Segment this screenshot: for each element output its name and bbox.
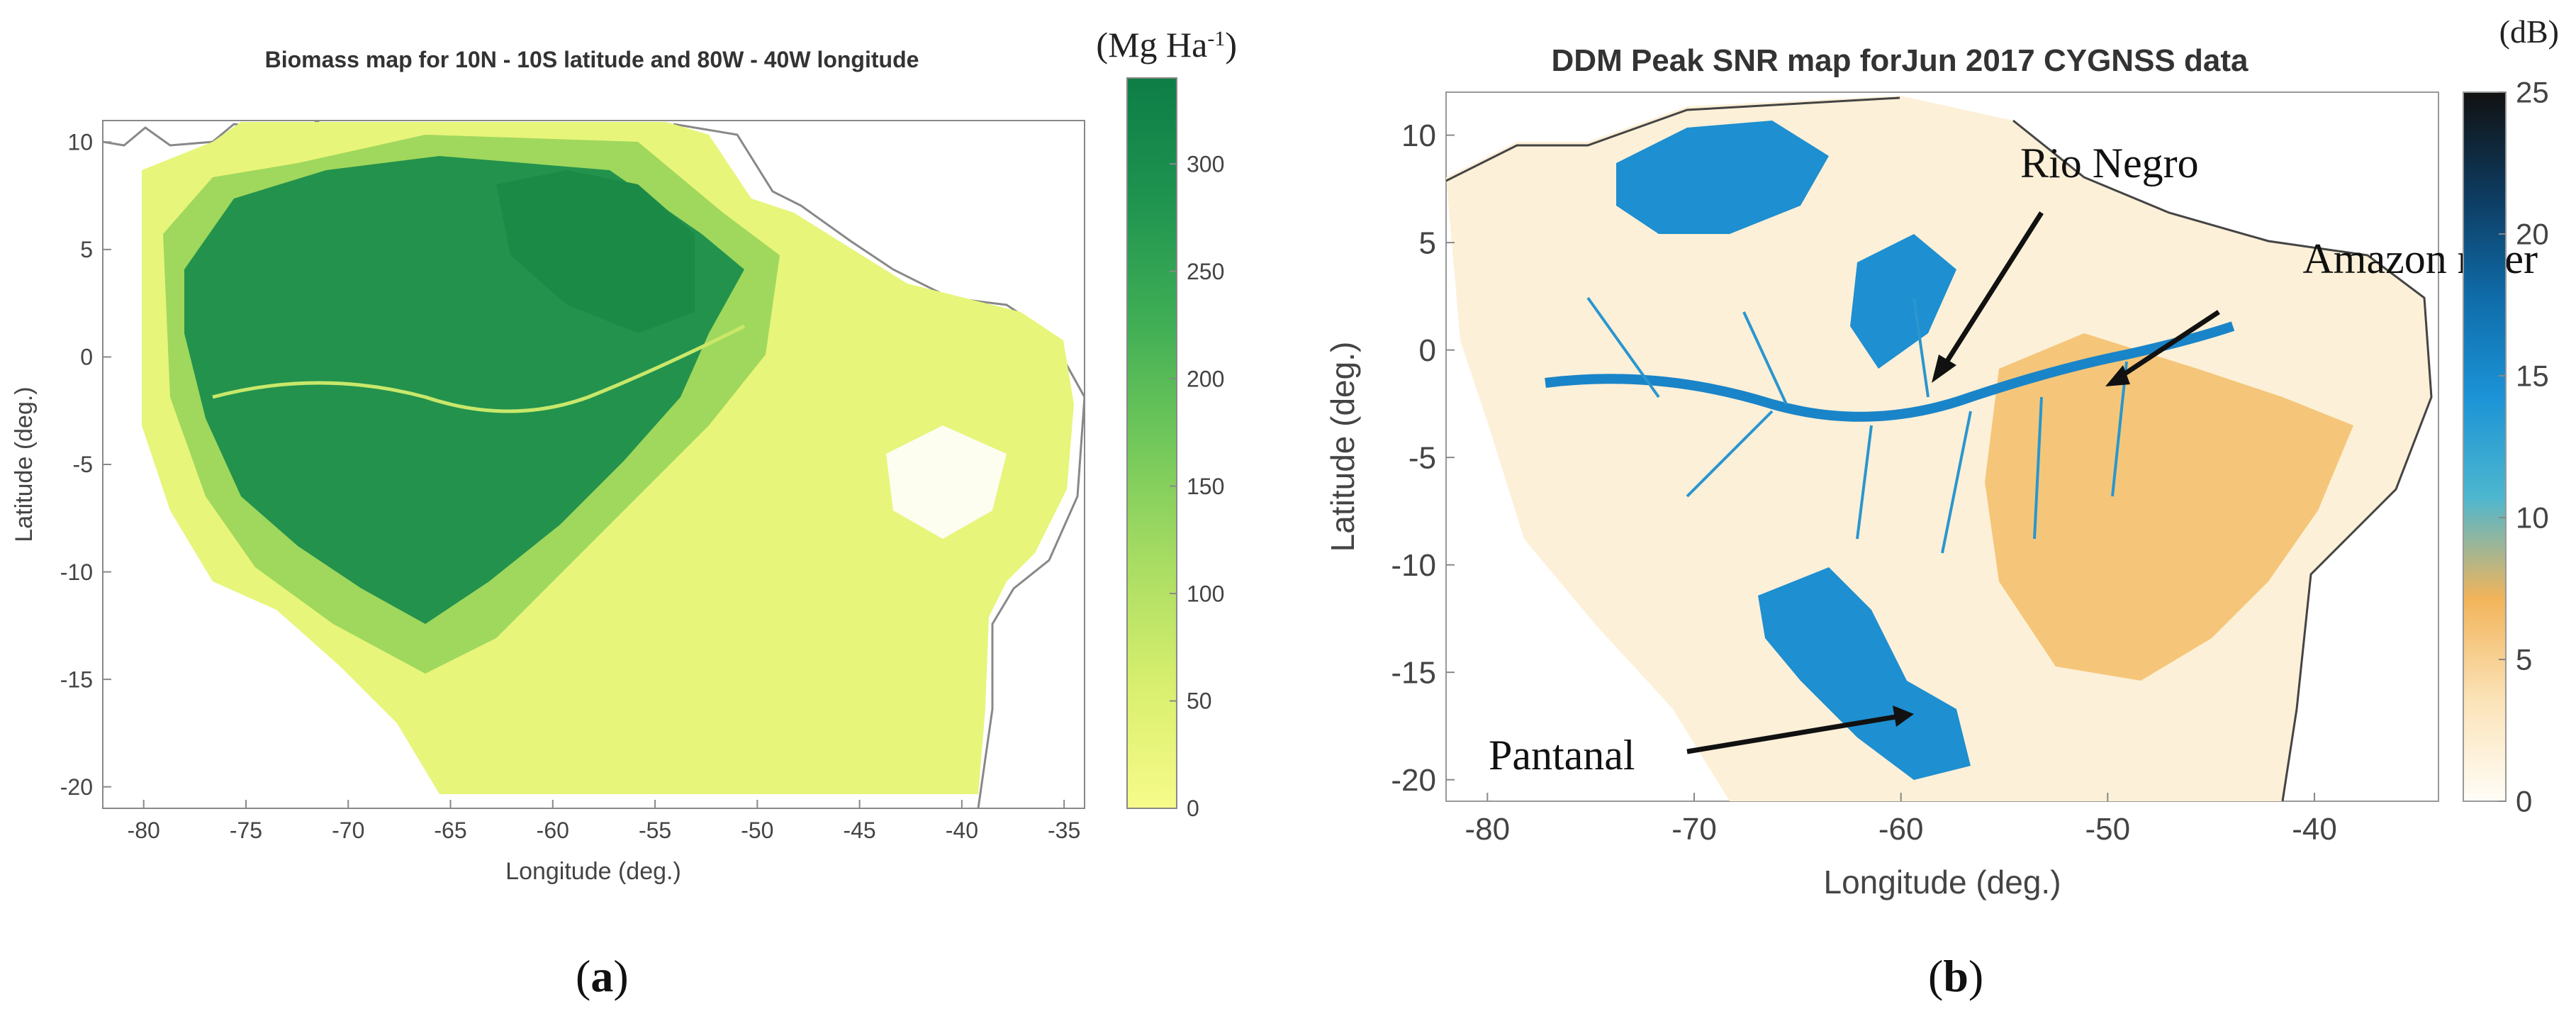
x-tick-label: -50 (2085, 812, 2131, 847)
pantanal-arrow (1686, 713, 1900, 754)
colorbar-unit-label: (dB) (2499, 13, 2559, 50)
x-tick-label: -40 (2292, 812, 2337, 847)
dry-region-orange (1985, 333, 2353, 681)
y-tick-label: -10 (1391, 548, 1436, 583)
y-tick-label: 10 (1401, 118, 1436, 153)
colorbar-tick-label: 100 (1187, 581, 1224, 606)
colorbar-tick-label: 250 (1187, 259, 1224, 284)
x-tick-label: -80 (1465, 812, 1511, 847)
rio-negro-wetland (1850, 234, 1956, 369)
tributaries (1586, 296, 2128, 554)
caption-b: (b) (1928, 951, 1984, 1001)
colorbar (2463, 91, 2507, 802)
panel-b: DDM Peak SNR map forJun 2017 CYGNSS data… (1290, 0, 2576, 1022)
y-tick-label: -15 (1391, 656, 1436, 691)
y-axis-ticks: 10 5 0 -5 -10 -15 -20 (1391, 118, 1455, 798)
panel-a: Biomass map for 10N - 10S latitude and 8… (0, 0, 1276, 1022)
snr-map-figure: DDM Peak SNR map forJun 2017 CYGNSS data… (1324, 13, 2559, 900)
y-tick-label: -5 (1409, 441, 1436, 476)
x-tick-label: -65 (434, 818, 466, 843)
colorbar-tick-label: 300 (1187, 151, 1224, 177)
colorbar-tick-label: 10 (2516, 501, 2549, 535)
y-tick-label: 0 (80, 345, 93, 370)
x-tick-label: -60 (537, 818, 569, 843)
y-tick-label: 5 (80, 237, 93, 262)
amazon-river-arrow (2118, 310, 2220, 379)
y-tick-label: 5 (1419, 226, 1436, 261)
x-tick-label: -70 (1671, 812, 1717, 847)
colorbar-tick-label: 50 (1187, 688, 1212, 714)
colorbar-tick-label: 200 (1187, 366, 1224, 391)
y-axis-label: Latitude (deg.) (1324, 342, 1361, 552)
amazon-river-trace (212, 324, 746, 413)
y-tick-label: 0 (1419, 333, 1436, 368)
chart-title: Biomass map for 10N - 10S latitude and 8… (265, 47, 919, 72)
guiana-shield-forest (496, 170, 695, 333)
y-tick-label: -20 (1391, 763, 1436, 798)
x-tick-label: -55 (639, 818, 671, 843)
chart-title: DDM Peak SNR map forJun 2017 CYGNSS data (1552, 43, 2249, 78)
x-tick-label: -80 (128, 818, 160, 843)
colorbar-ticks: 0 5 10 15 20 25 (2499, 76, 2549, 818)
y-tick-label: -5 (73, 452, 93, 477)
y-axis-label: Latitude (deg.) (11, 386, 38, 542)
colorbar-tick-label: 0 (1187, 796, 1199, 821)
y-tick-label: -20 (60, 774, 93, 800)
x-axis-label: Longitude (deg.) (505, 858, 681, 885)
caption-a: (a) (576, 951, 629, 1001)
x-tick-label: -45 (843, 818, 875, 843)
snr-raster (1446, 96, 2433, 801)
savanna-clearing (886, 425, 1007, 539)
x-tick-label: -60 (1878, 812, 1924, 847)
x-tick-label: -35 (1048, 818, 1080, 843)
llanos-wetland (1616, 121, 1829, 234)
y-axis-ticks: 10 5 0 -5 -10 -15 -20 (60, 130, 111, 800)
biomass-map-figure: Biomass map for 10N - 10S latitude and 8… (11, 25, 1237, 885)
pantanal-wetland (1758, 567, 1971, 780)
colorbar-tick-label: 5 (2516, 643, 2532, 676)
x-axis-ticks: -80 -75 -70 -65 -60 -55 -50 -45 -40 -35 (128, 800, 1080, 843)
amazon-river (1545, 321, 2235, 422)
colorbar-tick-label: 0 (2516, 785, 2532, 818)
rio-negro-label: Rio Negro (2020, 140, 2199, 186)
x-tick-label: -75 (230, 818, 262, 843)
colorbar (1126, 77, 1177, 809)
coastline (1446, 96, 2433, 801)
colorbar-unit-label: (Mg Ha-1) (1096, 25, 1237, 65)
y-tick-label: -15 (60, 667, 93, 692)
colorbar-tick-label: 150 (1187, 474, 1224, 499)
colorbar-tick-label: 20 (2516, 218, 2549, 251)
rio-negro-arrowhead (1932, 355, 1956, 383)
x-tick-label: -50 (741, 818, 773, 843)
amazon-river-arrowhead (2105, 365, 2130, 386)
x-axis-ticks: -80 -70 -60 -50 -40 (1465, 793, 2337, 847)
y-tick-label: -10 (60, 559, 93, 585)
biomass-raster (103, 121, 1085, 808)
pantanal-arrowhead (1893, 706, 1914, 727)
rio-negro-arrow (1940, 211, 2044, 370)
colorbar-tick-label: 15 (2516, 359, 2549, 393)
colorbar-tick-label: 25 (2516, 76, 2549, 109)
x-tick-label: -70 (332, 818, 364, 843)
y-tick-label: 10 (67, 130, 93, 155)
x-axis-label: Longitude (deg.) (1823, 864, 2061, 900)
x-tick-label: -40 (946, 818, 978, 843)
colorbar-ticks: 0 50 100 150 200 250 300 (1170, 151, 1224, 821)
pantanal-label: Pantanal (1489, 732, 1635, 779)
